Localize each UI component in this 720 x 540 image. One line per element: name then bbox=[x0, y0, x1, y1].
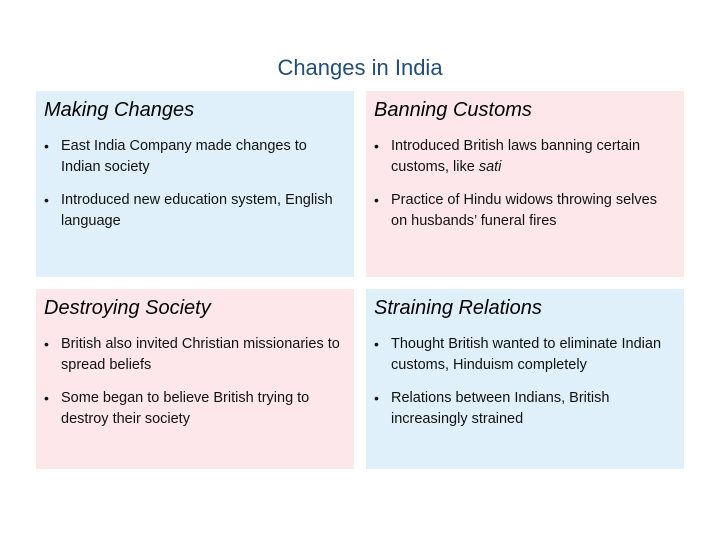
bullet-list: • British also invited Christian missiona… bbox=[44, 334, 346, 430]
bullet-icon: • bbox=[44, 192, 49, 208]
bullet-text: Thought British wanted to eliminate Indi… bbox=[391, 336, 662, 373]
panel-heading: Straining Relations bbox=[374, 297, 542, 319]
panel-heading: Making Changes bbox=[44, 99, 195, 121]
bullet-text: Introduced new education system, English… bbox=[61, 192, 333, 229]
panel-heading: Destroying Society bbox=[44, 297, 211, 319]
bullet-icon: • bbox=[44, 138, 49, 154]
list-item: • British also invited Christian missiona… bbox=[44, 334, 346, 376]
bullet-list: • Introduced British laws banning certain… bbox=[374, 136, 676, 232]
list-item: • Relations between Indians, British incr… bbox=[374, 388, 676, 430]
list-item: • East India Company made changes to Indi… bbox=[44, 136, 346, 178]
bullet-text: Introduced British laws banning certain … bbox=[391, 138, 641, 175]
list-item: • Introduced British laws banning certain… bbox=[374, 136, 676, 178]
bullet-icon: • bbox=[374, 390, 379, 406]
list-item: • Practice of Hindu widows throwing selve… bbox=[374, 190, 676, 232]
bullet-text: East India Company made changes to India… bbox=[61, 138, 307, 175]
bullet-text: British also invited Christian missionar… bbox=[61, 336, 340, 373]
bullet-icon: • bbox=[374, 192, 379, 208]
list-item: • Thought British wanted to eliminate Ind… bbox=[374, 334, 676, 376]
panel-heading: Banning Customs bbox=[374, 99, 532, 121]
panel-making-changes: Making Changes • East India Company made … bbox=[36, 91, 354, 277]
list-item: • Introduced new education system, Englis… bbox=[44, 190, 346, 232]
list-item: • Some began to believe British trying to… bbox=[44, 388, 346, 430]
panel-straining-relations: Straining Relations • Thought British wan… bbox=[366, 289, 684, 469]
bullet-icon: • bbox=[374, 138, 379, 154]
bullet-icon: • bbox=[44, 336, 49, 352]
panel-destroying-society: Destroying Society • British also invited… bbox=[36, 289, 354, 469]
bullet-list: • Thought British wanted to eliminate Ind… bbox=[374, 334, 676, 430]
bullet-text: Some began to believe British trying to … bbox=[61, 390, 310, 427]
bullet-text: Relations between Indians, British incre… bbox=[391, 390, 610, 427]
bullet-icon: • bbox=[44, 390, 49, 406]
bullet-text: Practice of Hindu widows throwing selves… bbox=[391, 192, 657, 229]
bullet-list: • East India Company made changes to Indi… bbox=[44, 136, 346, 232]
bullet-icon: • bbox=[374, 336, 379, 352]
page-title: Changes in India bbox=[277, 55, 443, 80]
panel-banning-customs: Banning Customs • Introduced British laws… bbox=[366, 91, 684, 277]
italic-term: sati bbox=[478, 159, 502, 175]
